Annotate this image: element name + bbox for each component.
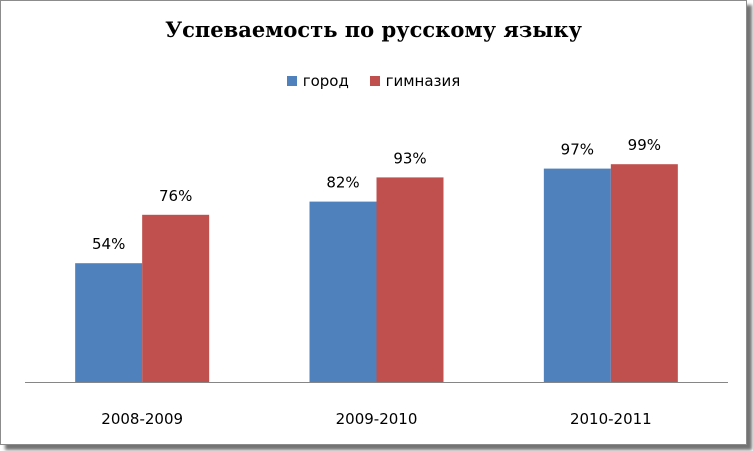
plot-area: 54% 76% 2008-2009 82% 93% 2009-2010 97% 99% 2010…	[25, 136, 728, 428]
bar-гимназия-2010-2011	[610, 164, 678, 382]
x-tick-label: 2010-2011	[570, 410, 652, 428]
bar-город-2010-2011	[543, 168, 611, 382]
legend: город гимназия	[1, 71, 746, 90]
legend-swatch-series-0	[286, 76, 297, 86]
bar-город-2009-2010	[309, 201, 377, 382]
x-tick-label: 2008-2009	[101, 410, 183, 428]
legend-item-series-1: гимназия	[369, 71, 461, 90]
chart-title: Успеваемость по русскому языку	[165, 17, 582, 42]
data-label: 82%	[326, 174, 359, 192]
chart-frame: Успеваемость по русскому языку город гим…	[0, 0, 747, 445]
bar-гимназия-2009-2010	[376, 177, 444, 382]
data-label: 54%	[92, 235, 125, 253]
data-label: 97%	[561, 141, 594, 159]
legend-item-series-0: город	[286, 71, 349, 90]
bar-гимназия-2008-2009	[142, 214, 210, 382]
data-label: 99%	[628, 136, 661, 154]
data-label: 76%	[159, 187, 192, 205]
bar-город-2008-2009	[75, 263, 143, 382]
legend-swatch-series-1	[369, 76, 380, 86]
x-tick-label: 2009-2010	[336, 410, 418, 428]
data-label: 93%	[393, 149, 426, 167]
legend-label-series-0: город	[302, 71, 349, 90]
legend-label-series-1: гимназия	[385, 71, 461, 90]
